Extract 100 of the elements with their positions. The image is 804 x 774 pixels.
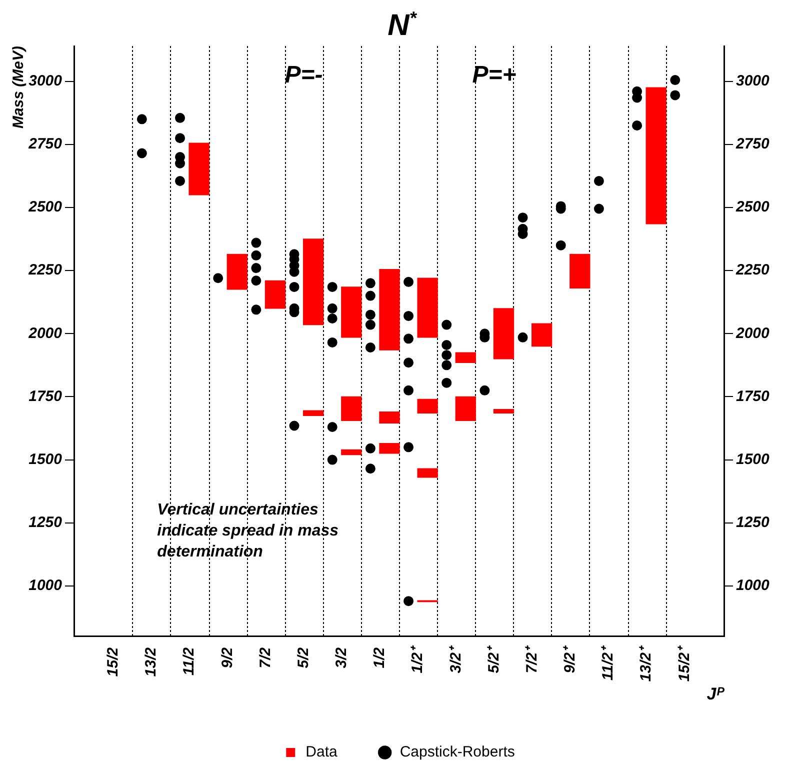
point xyxy=(404,358,414,368)
bar xyxy=(455,352,476,363)
bar xyxy=(302,238,324,326)
y-tick-label: 3000 xyxy=(28,72,63,90)
point xyxy=(136,148,147,158)
point xyxy=(480,385,490,396)
point xyxy=(442,340,452,350)
x-tick-label: 11/2⁺ xyxy=(600,644,617,680)
point xyxy=(518,212,528,223)
y-tick-label: 1500 xyxy=(28,450,63,468)
point xyxy=(632,120,642,130)
point xyxy=(327,337,338,348)
x-tick-label: 3/2 xyxy=(333,646,350,668)
annotation: P=+ xyxy=(472,62,516,89)
point xyxy=(632,86,642,96)
y-tick-label: 2500 xyxy=(28,198,63,216)
point xyxy=(251,276,262,286)
bar xyxy=(493,408,514,414)
bar xyxy=(188,142,210,196)
point xyxy=(442,360,452,370)
y-tick-label: 2750 xyxy=(28,136,63,153)
point xyxy=(365,342,376,353)
point xyxy=(251,304,262,315)
chart-title: N$^{*}$ xyxy=(386,8,418,43)
bar xyxy=(417,468,438,478)
point xyxy=(670,75,680,86)
bar xyxy=(570,254,590,289)
legend-label: Data xyxy=(306,744,338,761)
y-tick-label: 1250 xyxy=(28,514,63,532)
point xyxy=(327,303,338,314)
bar xyxy=(226,254,248,290)
x-tick-label: 9/2 xyxy=(218,646,236,668)
y2-tick-label: 2000 xyxy=(735,324,770,342)
point xyxy=(365,320,376,330)
point xyxy=(594,176,604,186)
point xyxy=(327,313,338,324)
point xyxy=(365,290,376,301)
x-axis-title: Jᴾ xyxy=(706,684,726,704)
point xyxy=(175,176,186,186)
point xyxy=(404,310,414,321)
x-tick-label: 7/2⁺ xyxy=(523,644,540,674)
point xyxy=(327,282,338,292)
annotation: P=- xyxy=(284,62,323,89)
y-tick-label: 2000 xyxy=(28,324,63,342)
x-tick-label: 11/2 xyxy=(180,646,198,676)
bar xyxy=(341,396,362,422)
point xyxy=(442,378,452,388)
x-tick-label: 7/2 xyxy=(256,646,274,668)
x-tick-label: 5/2 xyxy=(294,646,312,668)
x-tick-label: 5/2⁺ xyxy=(485,644,502,674)
point xyxy=(365,464,376,474)
x-tick-label: 1/2 xyxy=(371,646,388,668)
point xyxy=(404,385,414,396)
bar xyxy=(341,286,362,338)
x-tick-label: 15/2⁺ xyxy=(676,644,693,682)
point xyxy=(251,263,262,274)
y2-tick-label: 1000 xyxy=(736,577,770,594)
bar xyxy=(379,412,400,424)
bar xyxy=(302,410,324,416)
x-tick-label: 15/2 xyxy=(104,646,122,677)
x-tick-label: 9/2⁺ xyxy=(562,644,579,674)
x-tick-label: 13/2 xyxy=(142,646,160,677)
point xyxy=(404,276,414,287)
point xyxy=(289,282,300,292)
x-tick-label: 13/2⁺ xyxy=(638,644,655,682)
point xyxy=(404,596,414,606)
point xyxy=(327,422,338,432)
point xyxy=(365,310,376,320)
y-tick-label: 1000 xyxy=(28,577,63,594)
point xyxy=(175,112,186,123)
point xyxy=(365,278,376,288)
point xyxy=(404,442,414,452)
point xyxy=(442,320,452,330)
x-tick-label: 3/2⁺ xyxy=(447,644,464,674)
bar xyxy=(379,443,400,454)
bar xyxy=(417,278,438,338)
point xyxy=(289,420,300,431)
point xyxy=(175,133,186,144)
bar xyxy=(264,280,286,309)
bar xyxy=(379,268,400,350)
point xyxy=(365,443,376,454)
y2-tick-label: 2500 xyxy=(735,198,770,216)
point xyxy=(327,454,338,465)
y-tick-label: 2250 xyxy=(28,262,63,279)
point xyxy=(251,238,262,248)
point xyxy=(213,273,224,284)
point xyxy=(404,334,414,344)
bar xyxy=(531,323,552,347)
bar xyxy=(417,398,438,414)
point xyxy=(251,250,262,260)
point xyxy=(442,350,452,360)
y2-tick-label: 1250 xyxy=(736,514,770,532)
point xyxy=(556,240,566,250)
point xyxy=(670,90,680,100)
y-tick-label: 1750 xyxy=(28,388,63,405)
y-axis-title: Mass (MeV) xyxy=(10,46,28,129)
bar xyxy=(493,308,514,360)
point xyxy=(136,114,147,124)
y2-tick-label: 2750 xyxy=(735,136,770,153)
x-tick-label: 1/2⁺ xyxy=(409,644,426,674)
